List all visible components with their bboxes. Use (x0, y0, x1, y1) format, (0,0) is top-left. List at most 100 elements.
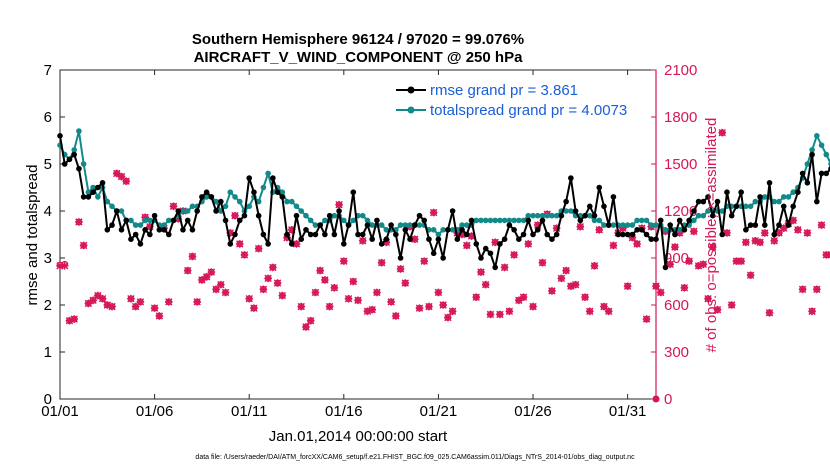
obs-assimilated-point (671, 243, 679, 251)
rmse-point (563, 198, 569, 205)
rmse-point (378, 241, 385, 247)
rmse-point (189, 227, 196, 233)
obs-assimilated-point (472, 293, 481, 301)
obs-assimilated-point (250, 304, 258, 312)
rmse-point (620, 231, 626, 238)
obs-assimilated-point (127, 294, 135, 303)
obs-assimilated-point (146, 222, 154, 231)
totalspread-point (473, 217, 480, 224)
rmse-point (506, 222, 513, 228)
totalspread-point (85, 189, 92, 195)
totalspread-point (591, 217, 598, 224)
legend-spread-label: totalspread grand pr = 4.0073 (430, 102, 627, 119)
obs-assimilated-point (425, 302, 433, 311)
rmse-point (118, 227, 125, 233)
rmse-point (430, 250, 437, 257)
rmse-point (757, 194, 763, 200)
obs-assimilated-point (354, 296, 362, 305)
legend-spread-marker (407, 106, 415, 114)
totalspread-point (128, 217, 134, 224)
totalspread-point (359, 212, 366, 219)
totalspread-point (534, 212, 541, 219)
obs-assimilated-point (727, 301, 736, 309)
rmse-point (326, 212, 333, 219)
obs-assimilated-point (94, 291, 102, 300)
totalspread-point (487, 217, 494, 224)
obs-assimilated-point (685, 257, 693, 265)
rmse-point (170, 217, 177, 224)
rmse-point (549, 236, 555, 242)
totalspread-point (520, 217, 527, 224)
totalspread-point (165, 217, 172, 224)
totalspread-point (322, 217, 328, 224)
obs-assimilated-point (746, 271, 755, 280)
rmse-point (274, 189, 281, 195)
obs-assimilated-point (117, 172, 126, 181)
obs-assimilated-point (548, 287, 556, 295)
totalspread-point (653, 222, 659, 228)
legend-rmse-label: rmse grand pr = 3.861 (430, 82, 578, 99)
rmse-point (634, 227, 640, 233)
totalspread-point (776, 198, 782, 205)
rmse-point (799, 170, 806, 177)
totalspread-point (350, 217, 357, 224)
rmse-point (733, 203, 740, 210)
obs-assimilated-point (467, 232, 476, 240)
obs-assimilated-point (817, 221, 826, 229)
rmse-point (288, 241, 295, 247)
totalspread-point (596, 217, 603, 224)
totalspread-point (809, 147, 815, 153)
totalspread-point (586, 212, 593, 219)
rmse-point (544, 231, 551, 238)
obs-assimilated-point (732, 257, 741, 265)
rmse-point (686, 217, 692, 224)
rmse-point (582, 212, 588, 219)
obs-assimilated-point (226, 229, 235, 237)
obs-assimilated-point (581, 293, 589, 301)
obs-assimilated-point (628, 233, 637, 242)
rmse-point (393, 231, 399, 238)
obs-assimilated-point (278, 291, 287, 300)
obs-assimilated-point (392, 312, 400, 320)
rmse-point (341, 241, 347, 247)
rmse-point (227, 241, 234, 247)
totalspread-point (568, 208, 574, 214)
obs-assimilated-point (415, 304, 424, 312)
obs-assimilated-point (822, 251, 830, 259)
rmse-point (435, 236, 442, 242)
totalspread-point (222, 203, 229, 210)
rmse-point (577, 217, 584, 224)
rmse-point (407, 236, 413, 242)
rmse-point (586, 203, 593, 210)
rmse-point (780, 203, 787, 210)
obs-assimilated-point (562, 266, 570, 275)
rmse-point (624, 231, 631, 238)
totalspread-point (501, 217, 508, 224)
obs-assimilated-point (221, 288, 230, 297)
y-left-tick-label: 4 (44, 203, 52, 220)
obs-assimilated-point (770, 236, 779, 245)
totalspread-point (364, 217, 371, 224)
obs-assimilated-point (789, 216, 797, 225)
rmse-point (241, 212, 248, 219)
rmse-point (501, 236, 508, 242)
rmse-point (615, 231, 621, 238)
obs-assimilated-point (505, 307, 514, 316)
obs-assimilated-point (439, 301, 447, 309)
rmse-point (165, 231, 172, 238)
obs-assimilated-point (217, 280, 225, 289)
obs-assimilated-point (585, 307, 594, 316)
obs-assimilated-point (557, 274, 566, 283)
x-tick-label: 01/21 (420, 403, 458, 420)
totalspread-point (539, 212, 546, 219)
totalspread-point (752, 198, 759, 205)
totalspread-point (780, 194, 787, 200)
rmse-point (709, 212, 716, 219)
y-left-tick-label: 6 (44, 109, 52, 126)
obs-assimilated-point (382, 238, 391, 247)
totalspread-point (440, 227, 446, 233)
rmse-point (681, 227, 688, 233)
obs-assimilated-point (803, 229, 812, 237)
rmse-point (795, 189, 801, 195)
rmse-point (303, 227, 309, 233)
